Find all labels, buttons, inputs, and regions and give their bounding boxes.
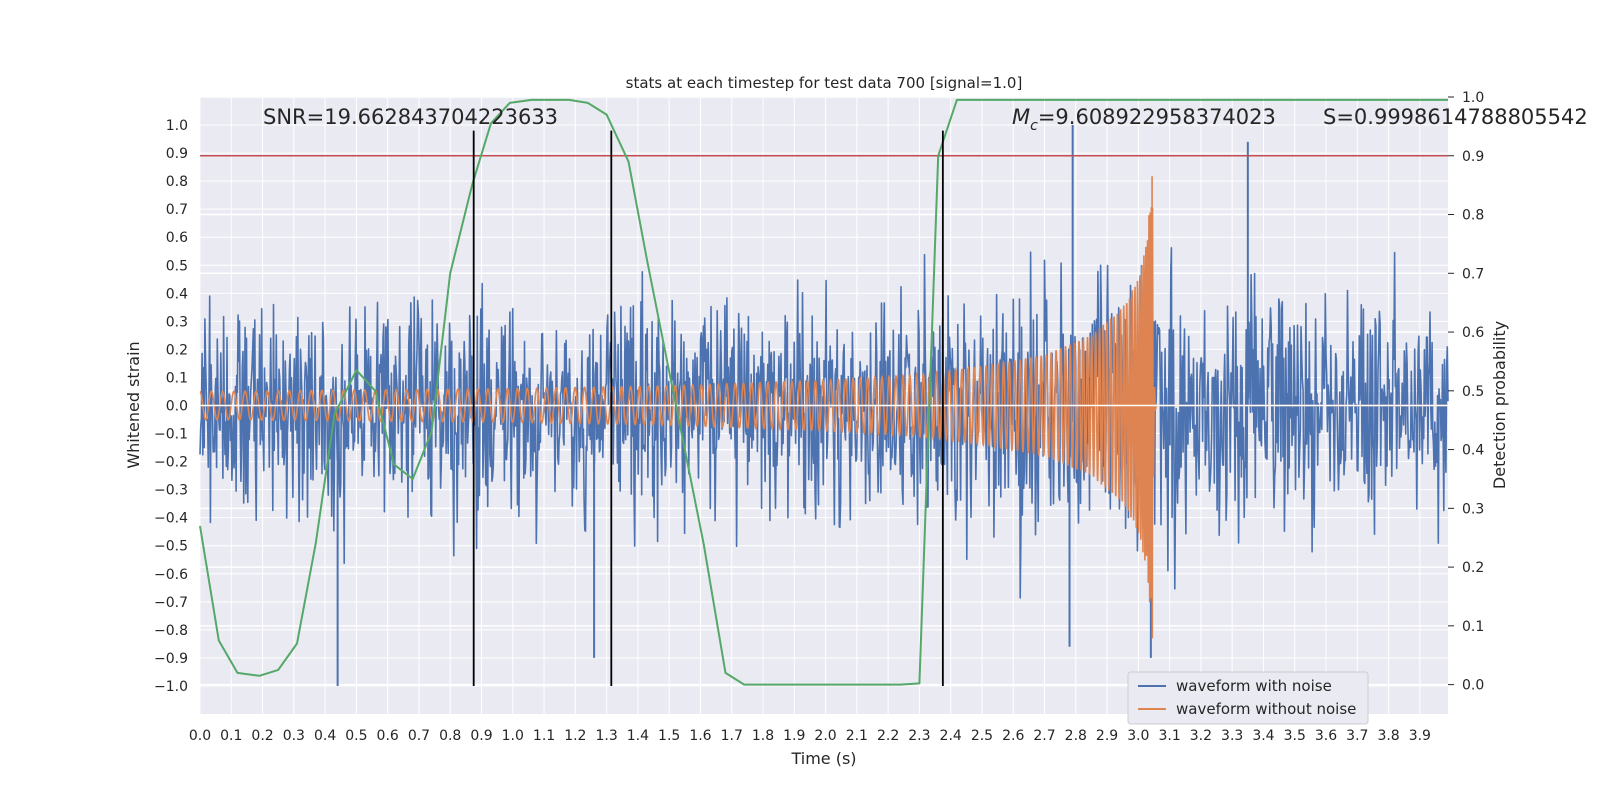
x-tick-label: 3.1 [1158, 728, 1180, 744]
x-tick-label: 3.4 [1252, 728, 1274, 744]
x-tick-label: 0.7 [408, 728, 430, 744]
x-tick-label: 2.5 [971, 728, 993, 744]
x-tick-label: 0.4 [314, 728, 336, 744]
x-tick-label: 2.7 [1033, 728, 1055, 744]
y-tick-label: 0.3 [166, 314, 188, 330]
x-tick-label: 1.8 [752, 728, 774, 744]
y-tick-label: 0.2 [166, 342, 188, 358]
legend-box [1127, 671, 1369, 725]
y2-tick-label: 0.7 [1462, 266, 1484, 282]
y-tick-label: 0.9 [166, 146, 188, 162]
x-tick-label: 1.3 [595, 728, 617, 744]
ticks-layer: 1.0 0.9 0.8 0.7 0.6 0.5 0.4 0.3 0.2 0.1 0.0 −0.1 −0.… [154, 90, 1484, 744]
x-tick-label: 1.9 [783, 728, 805, 744]
x-tick-label: 2.0 [814, 728, 836, 744]
x-tick-label: 3.0 [1127, 728, 1149, 744]
x-tick-label: 2.2 [877, 728, 899, 744]
legend-label-noisy: waveform with noise [1176, 677, 1332, 695]
y2-tick-label: 1.0 [1462, 90, 1484, 106]
x-tick-label: 1.1 [533, 728, 555, 744]
x-tick-label: 3.8 [1377, 728, 1399, 744]
x-tick-label: 2.4 [940, 728, 962, 744]
x-tick-label: 1.5 [658, 728, 680, 744]
y-tick-label: 0.5 [166, 258, 188, 274]
x-tick-label: 1.4 [627, 728, 649, 744]
y-tick-label: 0.4 [166, 286, 188, 302]
y2-tick-label: 0.2 [1462, 560, 1484, 576]
x-tick-label: 2.3 [908, 728, 930, 744]
series-line-detection-probability [199, 98, 1448, 686]
x-tick-label: 3.9 [1409, 728, 1431, 744]
y2-tick-label: 0.3 [1462, 501, 1484, 517]
x-tick-label: 2.1 [846, 728, 868, 744]
significance-annotation: S=0.9998614788805542 [1323, 105, 1588, 129]
x-tick-label: 1.7 [721, 728, 743, 744]
y-axis-label: Whitened strain [124, 341, 143, 468]
snr-annotation: SNR=19.662843704223633 [263, 105, 558, 129]
y-tick-label: 0.0 [166, 399, 188, 415]
y-tick-label: −0.9 [154, 651, 188, 667]
x-tick-label: 0.1 [220, 728, 242, 744]
x-tick-label: 3.2 [1190, 728, 1212, 744]
y-tick-label: −0.2 [154, 455, 188, 471]
y-tick-label: 1.0 [166, 118, 188, 134]
y2-tick-label: 0.0 [1462, 678, 1484, 694]
y2-tick-label: 0.9 [1462, 149, 1484, 165]
x-tick-label: 0.5 [345, 728, 367, 744]
y-tick-label: −0.6 [154, 567, 188, 583]
x-tick-label: 2.9 [1096, 728, 1118, 744]
y-tick-label: −0.7 [154, 595, 188, 611]
x-axis-label: Time (s) [790, 749, 856, 768]
x-tick-label: 2.6 [1002, 728, 1024, 744]
series-line-noisy-waveform [199, 247, 1449, 599]
chirp-mass-symbol: M [1012, 105, 1030, 129]
y-tick-label: 0.8 [166, 174, 188, 190]
legend-label-clean: waveform without noise [1176, 700, 1356, 718]
x-tick-label: 0.0 [189, 728, 211, 744]
y-tick-label: −1.0 [154, 679, 188, 695]
chart-title: stats at each timestep for test data 700… [626, 74, 1023, 92]
y-tick-label: −0.4 [154, 511, 188, 527]
y-tick-label: 0.7 [166, 202, 188, 218]
y2-tick-label: 0.8 [1462, 208, 1484, 224]
chirp-mass-subscript: c [1030, 118, 1038, 134]
y-tick-label: −0.5 [154, 539, 188, 555]
y-tick-label: −0.1 [154, 427, 188, 443]
chirp-mass-value: =9.608922958374023 [1038, 105, 1276, 129]
y2-tick-label: 0.6 [1462, 325, 1484, 341]
x-tick-label: 3.7 [1346, 728, 1368, 744]
x-tick-label: 0.2 [251, 728, 273, 744]
x-tick-label: 1.0 [502, 728, 524, 744]
y2-tick-label: 0.1 [1462, 619, 1484, 635]
x-tick-label: 3.5 [1284, 728, 1306, 744]
x-tick-label: 0.8 [439, 728, 461, 744]
y2-tick-label: 0.4 [1462, 443, 1484, 459]
x-tick-label: 1.2 [564, 728, 586, 744]
y2-tick-label: 0.5 [1462, 384, 1484, 400]
x-tick-label: 0.6 [377, 728, 399, 744]
x-tick-label: 3.6 [1315, 728, 1337, 744]
chirp-mass-annotation: Mc=9.608922958374023 [1012, 105, 1276, 134]
x-tick-label: 0.3 [283, 728, 305, 744]
x-tick-label: 2.8 [1065, 728, 1087, 744]
x-tick-label: 1.6 [689, 728, 711, 744]
y-tick-label: 0.1 [166, 370, 188, 386]
y-tick-label: 0.6 [166, 230, 188, 246]
series-layer [199, 98, 1449, 686]
legend: waveform with noise waveform without noi… [1127, 671, 1369, 725]
x-tick-label: 3.3 [1221, 728, 1243, 744]
y2-axis-label: Detection probability [1490, 321, 1509, 489]
y-tick-label: −0.8 [154, 623, 188, 639]
x-tick-label: 0.9 [470, 728, 492, 744]
y-tick-label: −0.3 [154, 483, 188, 499]
